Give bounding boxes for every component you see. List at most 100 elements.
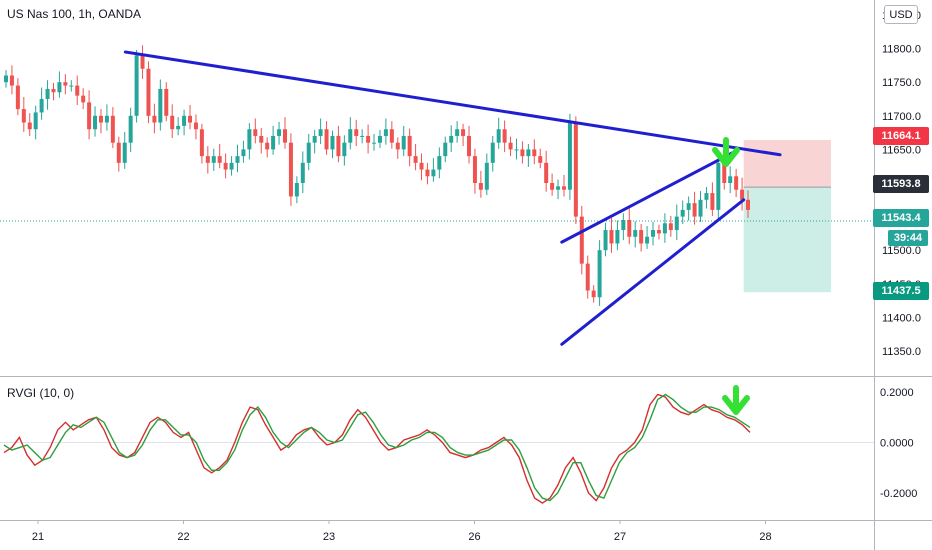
- rvgi-line: [3, 393, 751, 504]
- candle-body: [544, 162, 549, 183]
- candle-body: [45, 88, 50, 99]
- candle-body: [354, 129, 359, 136]
- price-axis-label: 11650.0: [882, 144, 921, 156]
- candle-body: [514, 149, 519, 151]
- indicator-axis-label: 0.2000: [880, 387, 914, 399]
- entry-price-tag: 11593.8: [873, 175, 929, 193]
- candle-body: [152, 115, 157, 123]
- candle-body: [704, 193, 709, 200]
- candle-body: [662, 223, 667, 234]
- candle-body: [75, 85, 80, 96]
- candle-body: [104, 115, 109, 123]
- candle-body: [692, 203, 697, 217]
- candle-body: [158, 88, 163, 123]
- candle-body: [550, 183, 555, 190]
- candle-body: [443, 142, 448, 157]
- candle-body: [63, 82, 68, 86]
- candle-body: [87, 102, 92, 130]
- candle-body: [389, 129, 394, 143]
- candle-body: [312, 135, 317, 143]
- candle-body: [538, 156, 543, 163]
- candle-body: [609, 230, 614, 244]
- candle-body: [199, 129, 204, 157]
- candle-body: [277, 129, 282, 136]
- candle-body: [336, 135, 341, 157]
- candle-body: [21, 109, 26, 123]
- wedge-upper-line: [560, 149, 738, 244]
- candle-body: [425, 169, 430, 177]
- candle-body: [520, 149, 525, 157]
- candle-body: [9, 75, 14, 86]
- currency-button[interactable]: USD: [884, 5, 918, 24]
- candle-body: [615, 230, 620, 244]
- main-chart-title: US Nas 100, 1h, OANDA: [7, 7, 142, 21]
- candle-body: [686, 203, 691, 210]
- candle-body: [366, 135, 371, 143]
- time-axis-label: 21: [32, 531, 44, 543]
- candle-body: [680, 209, 685, 217]
- candle-body: [4, 75, 8, 83]
- candle-body: [401, 135, 406, 150]
- candle-body: [27, 122, 32, 130]
- time-axis-label: 28: [759, 531, 771, 543]
- candle-body: [597, 250, 602, 298]
- time-axis-label: 26: [468, 531, 480, 543]
- candle-body: [182, 115, 187, 126]
- candle-body: [211, 156, 216, 163]
- candle-body: [288, 142, 293, 197]
- candle-body: [639, 230, 644, 244]
- candle-body: [449, 135, 454, 143]
- bar-countdown: 39:44: [888, 230, 928, 246]
- candle-body: [674, 216, 679, 231]
- candle-body: [342, 142, 347, 157]
- candle-body: [259, 135, 264, 143]
- candle-body: [134, 55, 139, 116]
- candle-body: [579, 216, 584, 264]
- candle-body: [478, 183, 483, 190]
- candle-body: [716, 162, 721, 210]
- candle-body: [556, 186, 561, 190]
- candle-body: [81, 95, 86, 103]
- candle-body: [122, 142, 127, 163]
- candle-body: [740, 189, 745, 200]
- candle-body: [585, 263, 590, 291]
- candle-body: [419, 162, 424, 170]
- position-zones: [0, 139, 874, 293]
- time-axis-label: 27: [614, 531, 626, 543]
- candle-body: [265, 142, 270, 150]
- candle-body: [33, 112, 38, 130]
- candle-body: [193, 122, 198, 130]
- candle-body: [39, 99, 44, 113]
- candle-body: [330, 135, 335, 150]
- trendline-drawings[interactable]: [123, 50, 782, 346]
- candle-body: [734, 176, 739, 190]
- candle-body: [710, 193, 715, 210]
- candle-body: [93, 115, 98, 130]
- candle-body: [300, 162, 305, 183]
- candle-body: [502, 129, 507, 143]
- candle-body: [567, 122, 572, 190]
- candle-body: [188, 115, 193, 123]
- candle-body: [526, 149, 531, 157]
- candle-body: [294, 183, 299, 197]
- candle-body: [253, 129, 258, 136]
- price-axis-label: 11400.0: [882, 312, 921, 324]
- candle-body: [413, 156, 418, 163]
- candle-body: [490, 142, 495, 163]
- candle-body: [621, 219, 626, 231]
- candle-body: [472, 156, 477, 183]
- price-axis-label: 11500.0: [882, 245, 921, 257]
- price-axis-label: 11700.0: [882, 111, 921, 123]
- candle-body: [15, 85, 20, 110]
- candle-body: [140, 55, 145, 69]
- candle-body: [561, 186, 566, 190]
- candle-body: [57, 82, 62, 93]
- candle-body: [573, 122, 578, 217]
- candle-body: [69, 85, 74, 87]
- candle-body: [235, 156, 240, 163]
- candle-body: [383, 129, 388, 136]
- time-axis-label: 23: [323, 531, 335, 543]
- candle-body: [591, 290, 596, 298]
